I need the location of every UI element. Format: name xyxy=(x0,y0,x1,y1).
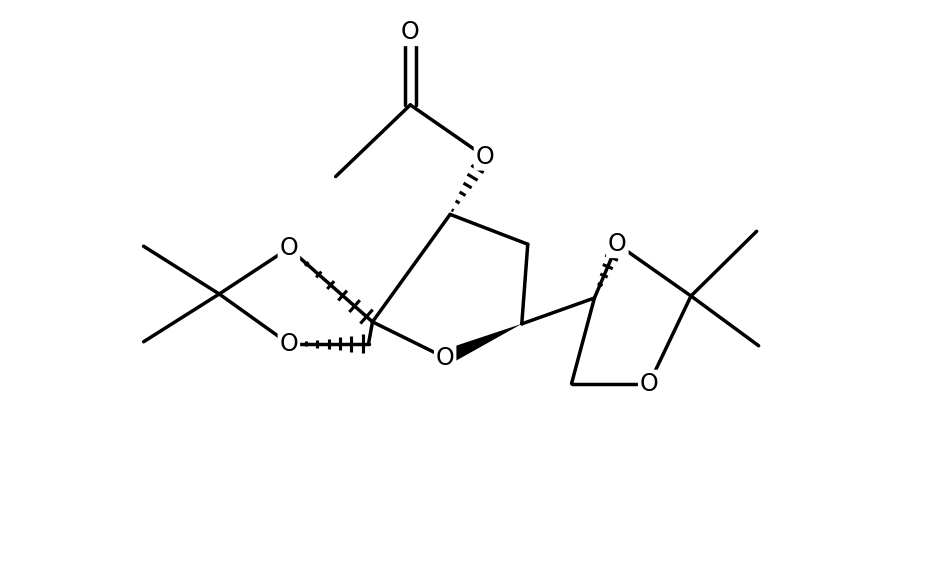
Text: O: O xyxy=(280,332,298,356)
Text: O: O xyxy=(280,236,298,260)
Text: O: O xyxy=(640,372,659,396)
Text: O: O xyxy=(436,346,454,370)
Text: O: O xyxy=(401,21,420,44)
Polygon shape xyxy=(442,324,522,365)
Text: O: O xyxy=(476,145,494,169)
Text: O: O xyxy=(608,232,626,256)
